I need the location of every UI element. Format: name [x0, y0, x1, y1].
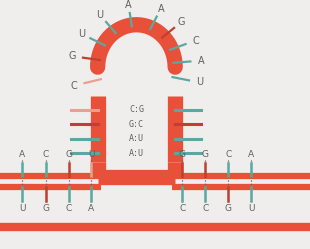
- Text: A: A: [248, 150, 254, 159]
- Text: G: G: [225, 204, 232, 213]
- Text: A: A: [19, 150, 25, 159]
- Text: C: C: [179, 204, 185, 213]
- Text: C: C: [202, 204, 208, 213]
- Text: A: A: [125, 0, 132, 10]
- Text: A: A: [198, 56, 205, 65]
- Text: A: A: [157, 4, 164, 14]
- Text: U: U: [19, 204, 25, 213]
- Text: C:G: C:G: [129, 105, 144, 114]
- Text: C: C: [66, 204, 72, 213]
- Text: U: U: [88, 150, 95, 159]
- Text: G: G: [179, 150, 186, 159]
- Text: A:U: A:U: [129, 134, 144, 143]
- Text: C: C: [71, 81, 78, 91]
- Text: G: G: [65, 150, 72, 159]
- Text: A:U: A:U: [129, 149, 144, 158]
- Text: G: G: [69, 51, 76, 61]
- Text: U: U: [196, 77, 203, 87]
- Text: G: G: [202, 150, 209, 159]
- Text: G: G: [42, 204, 49, 213]
- Text: C: C: [43, 150, 49, 159]
- Text: U: U: [248, 204, 254, 213]
- Text: U: U: [96, 10, 104, 20]
- Text: G:C: G:C: [129, 120, 144, 129]
- Text: G: G: [178, 17, 185, 27]
- Text: C: C: [192, 36, 199, 46]
- Text: C: C: [225, 150, 231, 159]
- Text: A: A: [88, 204, 95, 213]
- Text: U: U: [78, 29, 85, 39]
